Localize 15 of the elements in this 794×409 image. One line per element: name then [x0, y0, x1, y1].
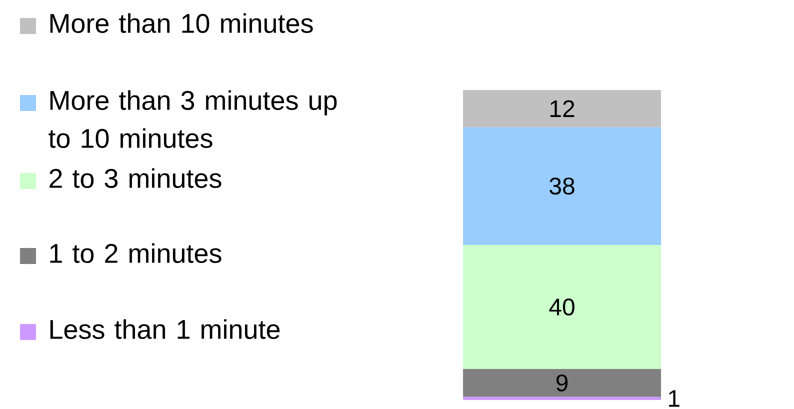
- legend-label: 1 to 2 minutes: [50, 243, 222, 264]
- legend-label: More than 10 minutes: [50, 13, 313, 34]
- legend-label: More than 3 minutes up to 10 minutes: [48, 90, 337, 148]
- legend-label: Less than 1 minute: [50, 319, 280, 340]
- bar: [463, 245, 662, 369]
- data-label: 1: [669, 390, 680, 407]
- legend-label: 2 to 3 minutes: [50, 168, 222, 188]
- bar: [463, 369, 662, 397]
- bar: [463, 90, 662, 128]
- bar: [463, 396, 662, 400]
- data-label: 9: [556, 374, 568, 392]
- data-label: 38: [550, 178, 574, 195]
- data-label: 40: [549, 298, 574, 316]
- bar: [463, 127, 662, 245]
- data-label: 12: [550, 100, 574, 117]
